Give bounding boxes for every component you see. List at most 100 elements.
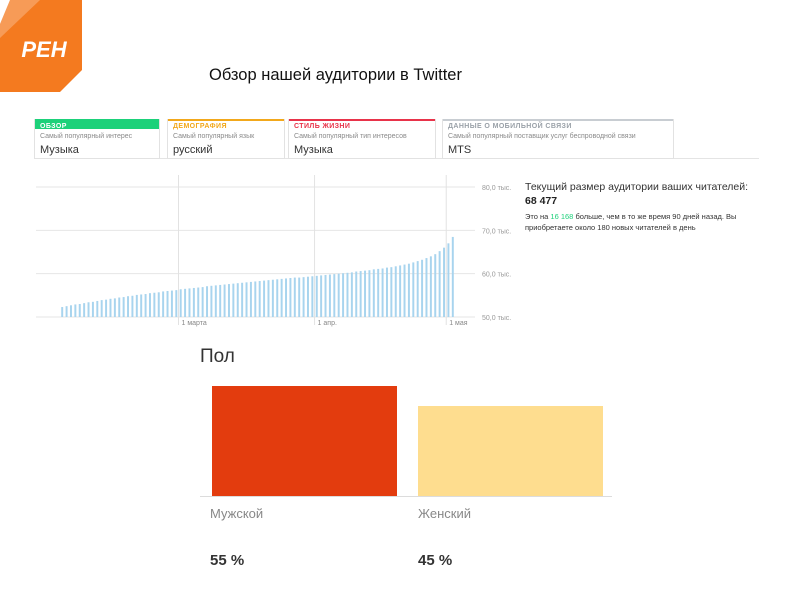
- gender-bar: [212, 386, 397, 496]
- growth-bar: [219, 284, 222, 317]
- growth-bar: [315, 275, 318, 317]
- growth-bar: [438, 251, 441, 317]
- tab-overview-caption: Самый популярный интерес: [40, 133, 133, 140]
- growth-bar: [381, 268, 384, 317]
- growth-bar: [302, 277, 305, 317]
- growth-bar: [311, 276, 314, 317]
- growth-bar: [394, 266, 397, 317]
- growth-bar: [451, 236, 454, 317]
- growth-bar: [447, 243, 450, 317]
- tab-mobile-data[interactable]: ДАННЫЕ О МОБИЛЬНОЙ СВЯЗИ Самый популярны…: [442, 119, 674, 159]
- growth-bar: [280, 278, 283, 317]
- growth-bar: [416, 261, 419, 317]
- growth-bar: [184, 288, 187, 317]
- growth-bar: [96, 300, 99, 317]
- audience-summary: Текущий размер аудитории ваших читателей…: [525, 180, 755, 233]
- growth-bar: [140, 294, 143, 317]
- audience-headline: Текущий размер аудитории ваших читателей…: [525, 180, 755, 208]
- growth-bar: [118, 297, 121, 317]
- growth-bar: [293, 277, 296, 317]
- growth-bar: [359, 271, 362, 317]
- growth-bar: [127, 296, 130, 317]
- tab-demography-value: русский: [173, 144, 213, 156]
- growth-bar: [254, 281, 257, 317]
- growth-bar: [236, 283, 239, 317]
- growth-bar: [372, 269, 375, 317]
- growth-bar: [368, 270, 371, 317]
- growth-bar: [306, 276, 309, 317]
- growth-bar: [135, 294, 138, 317]
- gender-bar: [418, 406, 603, 496]
- slide-title: Обзор нашей аудитории в Twitter: [209, 66, 462, 84]
- growth-bar: [166, 291, 169, 317]
- growth-bar: [162, 291, 165, 317]
- growth-bar: [390, 267, 393, 317]
- growth-bar: [87, 302, 90, 317]
- tab-demography[interactable]: ДЕМОГРАФИЯ Самый популярный язык русский: [167, 119, 285, 159]
- growth-bar: [364, 270, 367, 317]
- audience-detail-suffix: больше, чем в то же время 90 дней назад.…: [525, 212, 737, 232]
- growth-bar: [403, 264, 406, 317]
- growth-bar: [100, 300, 103, 317]
- growth-bar: [78, 304, 81, 317]
- growth-bar: [109, 298, 112, 317]
- audience-growth-value: 16 168: [550, 212, 574, 221]
- growth-bar: [153, 292, 156, 317]
- growth-bar: [443, 247, 446, 317]
- growth-bar: [122, 297, 125, 317]
- tab-mobile-data-value: MTS: [448, 144, 472, 156]
- gender-label-female: Женский: [418, 506, 471, 521]
- growth-bar: [412, 262, 415, 317]
- gender-label-male: Мужской: [210, 506, 264, 521]
- growth-bar: [148, 293, 151, 317]
- growth-bar: [333, 274, 336, 317]
- growth-bar: [425, 258, 428, 317]
- growth-bar: [320, 275, 323, 317]
- audience-detail-prefix: Это на: [525, 212, 549, 221]
- tab-lifestyle-caption: Самый популярный тип интересов: [294, 133, 407, 140]
- logo-shape-cut: [0, 0, 40, 38]
- logo-text: РЕН: [21, 37, 67, 62]
- growth-bar: [214, 285, 217, 317]
- tab-bar: ОБЗОР Самый популярный интерес Музыка ДЕ…: [34, 119, 759, 159]
- y-tick-label: 70,0 тыс.: [482, 228, 511, 235]
- growth-bar: [328, 274, 331, 317]
- growth-bar: [192, 287, 195, 317]
- tab-mobile-data-caption: Самый популярный поставщик услуг беспров…: [448, 133, 636, 140]
- tab-overview[interactable]: ОБЗОР Самый популярный интерес Музыка: [34, 119, 160, 159]
- growth-bar: [271, 279, 274, 317]
- y-tick-label: 60,0 тыс.: [482, 272, 511, 279]
- growth-bar: [113, 298, 116, 317]
- growth-bar: [105, 299, 108, 317]
- gender-title: Пол: [200, 346, 235, 367]
- growth-bar: [175, 290, 178, 317]
- growth-bar: [434, 254, 437, 317]
- growth-bar: [179, 289, 182, 317]
- logo-shape: [0, 0, 82, 92]
- tab-demography-heading: ДЕМОГРАФИЯ: [168, 119, 284, 130]
- gender-percent-male: 55 %: [210, 552, 245, 569]
- growth-bar: [91, 301, 94, 317]
- audience-growth-chart: 80,0 тыс. 70,0 тыс. 60,0 тыс. 50,0 тыс. 1 ма…: [36, 175, 511, 327]
- growth-bar: [131, 295, 134, 317]
- growth-bar: [399, 265, 402, 317]
- growth-bar: [232, 283, 235, 317]
- growth-bar: [157, 292, 160, 317]
- growth-bar: [355, 271, 358, 317]
- growth-bar: [285, 278, 288, 317]
- growth-bar: [188, 288, 191, 317]
- growth-bar: [144, 294, 147, 317]
- tab-lifestyle-value: Музыка: [294, 144, 333, 156]
- growth-bar: [267, 280, 270, 317]
- ren-logo: РЕН: [0, 0, 82, 92]
- growth-bar: [258, 281, 261, 317]
- growth-bar: [61, 307, 64, 317]
- tab-overview-value: Музыка: [40, 144, 79, 156]
- growth-bar: [83, 303, 86, 317]
- audience-count: 68 477: [525, 195, 558, 207]
- gender-percent-female: 45 %: [418, 552, 453, 569]
- growth-bar: [223, 284, 226, 317]
- tab-lifestyle[interactable]: СТИЛЬ ЖИЗНИ Самый популярный тип интерес…: [288, 119, 436, 159]
- tab-overview-heading: ОБЗОР: [35, 119, 159, 130]
- growth-bar: [241, 282, 244, 317]
